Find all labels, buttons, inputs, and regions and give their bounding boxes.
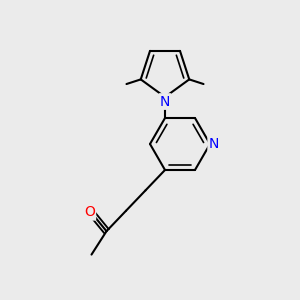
Text: N: N — [209, 137, 219, 151]
Text: N: N — [160, 94, 170, 109]
Text: O: O — [84, 205, 95, 219]
